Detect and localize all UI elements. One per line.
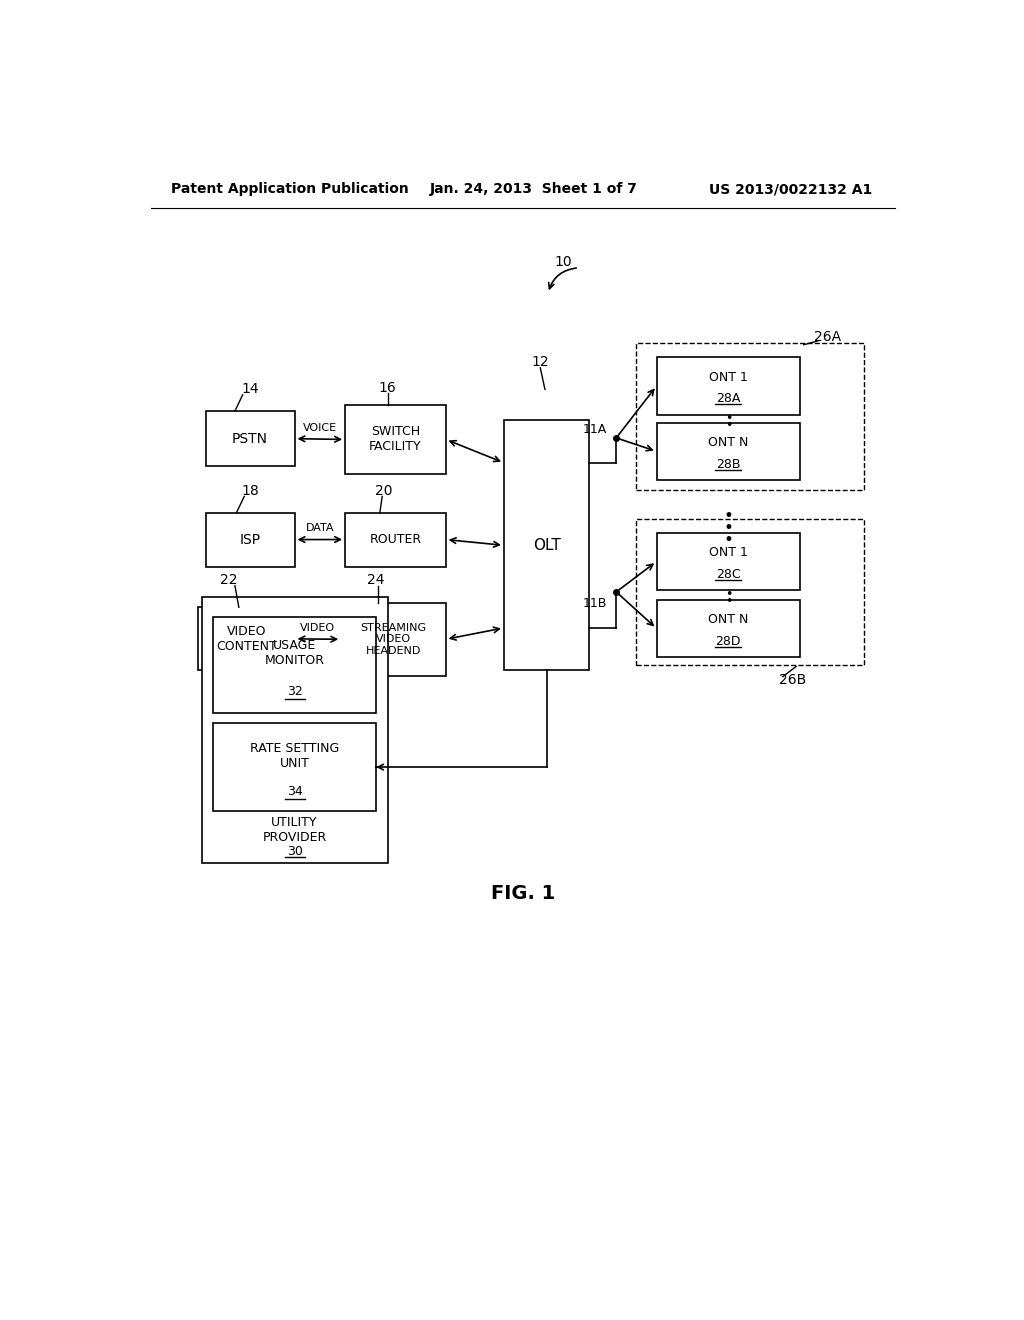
Text: 30: 30 — [287, 845, 302, 858]
Text: ISP: ISP — [240, 532, 261, 546]
FancyBboxPatch shape — [345, 512, 445, 566]
Text: OLT: OLT — [532, 537, 560, 553]
FancyBboxPatch shape — [636, 343, 864, 490]
FancyBboxPatch shape — [656, 533, 800, 590]
FancyBboxPatch shape — [198, 607, 295, 671]
Text: FIG. 1: FIG. 1 — [492, 884, 555, 903]
Text: UTILITY
PROVIDER: UTILITY PROVIDER — [262, 816, 327, 843]
FancyBboxPatch shape — [206, 411, 295, 466]
Text: 22: 22 — [220, 573, 238, 587]
Text: ONT 1: ONT 1 — [709, 371, 748, 384]
Text: 28A: 28A — [716, 392, 740, 405]
Text: 34: 34 — [287, 785, 302, 799]
Text: 20: 20 — [375, 484, 392, 498]
Text: 16: 16 — [379, 381, 396, 395]
Text: ONT N: ONT N — [708, 614, 749, 626]
Text: US 2013/0022132 A1: US 2013/0022132 A1 — [710, 182, 872, 197]
FancyBboxPatch shape — [656, 599, 800, 657]
Text: •: • — [725, 587, 732, 601]
Text: STREAMING
VIDEO
HEADEND: STREAMING VIDEO HEADEND — [360, 623, 427, 656]
Text: 24: 24 — [368, 573, 385, 587]
FancyBboxPatch shape — [656, 358, 800, 414]
Text: Patent Application Publication: Patent Application Publication — [171, 182, 409, 197]
Text: •: • — [725, 594, 732, 607]
Text: •: • — [724, 519, 733, 537]
FancyBboxPatch shape — [345, 405, 445, 474]
Text: •: • — [724, 531, 733, 549]
Text: SWITCH
FACILITY: SWITCH FACILITY — [369, 425, 422, 454]
Text: VOICE: VOICE — [303, 422, 337, 433]
Text: VIDEO
CONTENT: VIDEO CONTENT — [216, 624, 276, 653]
Text: 18: 18 — [242, 484, 259, 498]
Text: ONT 1: ONT 1 — [709, 546, 748, 560]
Text: 26A: 26A — [814, 330, 841, 345]
Text: 28C: 28C — [716, 568, 740, 581]
Text: 10: 10 — [554, 255, 571, 269]
Text: DATA: DATA — [305, 524, 334, 533]
FancyBboxPatch shape — [636, 519, 864, 665]
Text: 32: 32 — [287, 685, 302, 698]
FancyBboxPatch shape — [206, 512, 295, 566]
Text: •: • — [725, 412, 732, 425]
Text: RATE SETTING
UNIT: RATE SETTING UNIT — [250, 742, 339, 771]
Text: Jan. 24, 2013  Sheet 1 of 7: Jan. 24, 2013 Sheet 1 of 7 — [430, 182, 638, 197]
Text: 26B: 26B — [779, 673, 806, 688]
FancyBboxPatch shape — [213, 616, 376, 713]
FancyBboxPatch shape — [213, 723, 376, 812]
Text: 11B: 11B — [583, 597, 607, 610]
Text: USAGE
MONITOR: USAGE MONITOR — [264, 639, 325, 667]
Text: •: • — [724, 507, 733, 525]
FancyBboxPatch shape — [202, 598, 388, 863]
Text: ONT N: ONT N — [708, 436, 749, 449]
FancyBboxPatch shape — [341, 603, 445, 676]
Text: 14: 14 — [242, 383, 259, 396]
Text: VIDEO: VIDEO — [300, 623, 336, 632]
Text: PSTN: PSTN — [232, 432, 268, 446]
Text: 12: 12 — [531, 355, 549, 370]
FancyBboxPatch shape — [656, 422, 800, 480]
Text: 28D: 28D — [716, 635, 741, 648]
Text: 11A: 11A — [583, 422, 607, 436]
Text: •: • — [725, 418, 732, 432]
Text: 28B: 28B — [716, 458, 740, 471]
Text: ROUTER: ROUTER — [370, 533, 422, 546]
FancyBboxPatch shape — [504, 420, 589, 671]
